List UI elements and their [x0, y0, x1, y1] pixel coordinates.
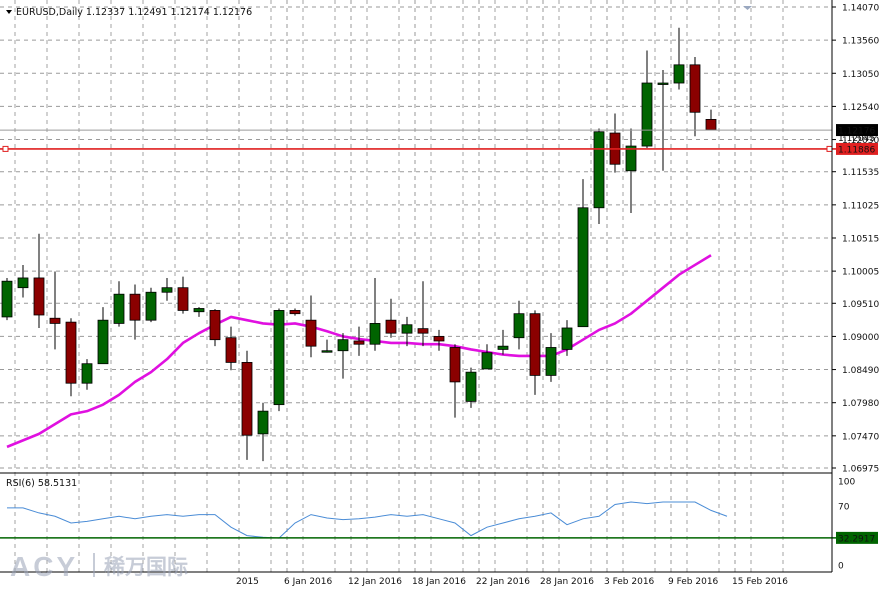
watermark-brand: ACY: [10, 551, 78, 582]
rsi-axis-label: 0: [838, 562, 844, 572]
bear-candle: [225, 337, 237, 363]
bear-candle: [705, 119, 717, 131]
scroll-marker-icon[interactable]: [743, 6, 752, 10]
price-tick-label: 1.14070: [842, 4, 879, 14]
chart-title: EURUSD,Daily 1.12337 1.12491 1.12174 1.1…: [16, 7, 252, 18]
price-tick-label: 1.12540: [842, 103, 879, 113]
bull-candle: [113, 293, 125, 324]
bear-candle: [33, 277, 45, 316]
bear-candle: [689, 64, 701, 113]
time-tick-label: 9 Feb 2016: [668, 577, 719, 587]
price-tick-label: 1.12030: [842, 136, 879, 146]
bear-candle: [305, 319, 317, 347]
rsi-layer: 32.2917: [0, 501, 878, 544]
level-price-label: 1.11886: [838, 145, 875, 155]
watermark-chinese: 稀万国际: [104, 555, 188, 579]
level-handle-right: [826, 145, 833, 152]
acy-logo: ACY 稀万国际: [10, 551, 188, 582]
bull-candle: [161, 287, 173, 293]
time-tick-label: 22 Jan 2016: [476, 577, 530, 587]
bear-candle: [241, 362, 253, 436]
bear-candle: [417, 328, 429, 334]
bull-candle: [497, 345, 509, 350]
time-tick-label: 28 Jan 2016: [540, 577, 594, 587]
price-tick-label: 1.13560: [842, 37, 879, 47]
time-tick-label: 3 Feb 2016: [604, 577, 655, 587]
bull-candle: [1, 280, 13, 318]
bull-candle: [545, 347, 557, 376]
time-tick-label: 12 Jan 2016: [348, 577, 402, 587]
bear-candle: [209, 310, 221, 341]
rsi-line: [7, 501, 728, 539]
bull-candle: [465, 371, 477, 402]
price-tick-label: 1.07470: [842, 432, 879, 442]
current-price-label: 1.12176: [838, 127, 875, 137]
bear-candle: [65, 321, 77, 384]
bear-candle: [529, 313, 541, 376]
overlapped-price-label: 1.12045: [838, 134, 875, 144]
bull-candle: [593, 131, 605, 209]
rsi-axis-label: 70: [838, 503, 850, 513]
bull-candle: [673, 64, 685, 84]
bear-candle: [433, 336, 445, 342]
bull-candle: [641, 82, 653, 147]
bull-candle: [657, 82, 669, 85]
price-tick-label: 1.13050: [842, 70, 879, 80]
bull-candle: [273, 310, 285, 406]
price-tick-label: 1.06975: [842, 465, 879, 475]
time-tick-label: 6 Jan 2016: [284, 577, 332, 587]
price-tick-label: 1.08490: [842, 366, 879, 376]
rsi-label: RSI(6) 58.5131: [6, 478, 77, 489]
bull-candle: [561, 327, 573, 350]
level-handle-left: [2, 145, 9, 152]
price-tick-label: 1.10005: [842, 268, 879, 278]
level-price-badge: [836, 142, 878, 155]
bull-candle: [81, 363, 93, 384]
bull-candle: [513, 313, 525, 339]
bear-candle: [385, 319, 397, 334]
price-tick-label: 1.09510: [842, 300, 879, 310]
bull-candle: [401, 324, 413, 334]
price-tick-label: 1.07980: [842, 399, 879, 409]
bull-candle: [321, 350, 333, 353]
bull-candle: [369, 323, 381, 345]
bear-candle: [49, 317, 61, 324]
bull-candle: [337, 339, 349, 352]
bull-candle: [257, 410, 269, 435]
price-tick-label: 1.11535: [842, 168, 879, 178]
time-tick-label: 18 Jan 2016: [412, 577, 466, 587]
price-tick-label: 1.09000: [842, 333, 879, 343]
rsi-axis-label: 100: [838, 478, 855, 488]
bear-candle: [353, 340, 365, 345]
bull-candle: [625, 145, 637, 172]
bull-candle: [193, 308, 205, 313]
price-tick-label: 1.11025: [842, 201, 879, 211]
bear-candle: [289, 310, 301, 315]
bull-candle: [481, 352, 493, 370]
triangle-down-icon[interactable]: [6, 10, 12, 14]
time-tick-label: 15 Feb 2016: [732, 577, 788, 587]
candles-layer: [1, 27, 717, 462]
price-tick-label: 1.10515: [842, 234, 879, 244]
grid: [0, 0, 832, 572]
bear-candle: [129, 293, 141, 321]
bear-candle: [177, 287, 189, 311]
bear-candle: [449, 347, 461, 383]
rsi-level-badge: [836, 531, 878, 544]
time-tick-label: 2015: [236, 577, 259, 587]
current-price-badge: [836, 124, 878, 137]
bull-candle: [145, 291, 157, 321]
bull-candle: [97, 319, 109, 365]
bull-candle: [577, 207, 589, 328]
bull-candle: [17, 277, 29, 289]
rsi-level-label: 32.2917: [838, 534, 875, 544]
